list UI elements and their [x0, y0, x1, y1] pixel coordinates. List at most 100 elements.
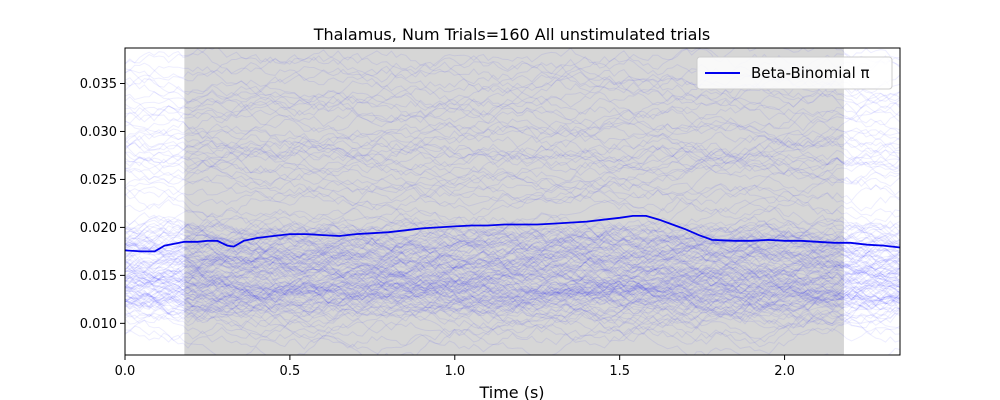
trial-line: [125, 255, 900, 293]
trial-line: [125, 156, 900, 192]
trial-line: [125, 222, 900, 262]
trial-line: [125, 65, 900, 110]
trial-line: [125, 133, 900, 177]
trial-line: [125, 175, 900, 207]
trial-line: [125, 217, 900, 252]
trial-line: [125, 303, 900, 339]
trial-line: [125, 198, 900, 238]
trial-line: [125, 243, 900, 289]
trial-line: [125, 283, 900, 322]
trial-line: [125, 73, 900, 110]
trial-line: [125, 309, 900, 355]
trial-line: [125, 260, 900, 305]
trial-line: [125, 94, 900, 133]
trial-line: [125, 227, 900, 271]
trial-line: [125, 277, 900, 315]
trial-line: [125, 270, 900, 307]
legend-label: Beta-Binomial π: [751, 64, 870, 82]
trial-line: [125, 238, 900, 266]
trial-line: [125, 258, 900, 301]
trial-line: [125, 271, 900, 319]
trial-line: [125, 118, 900, 155]
axes-frame: [124, 47, 901, 356]
trial-line: [125, 297, 900, 349]
trial-line: [125, 121, 900, 171]
x-tick-label: 0.0: [115, 364, 136, 379]
trial-line: [125, 201, 900, 251]
trial-line: [125, 319, 900, 355]
x-tick-label: 2.0: [774, 364, 795, 379]
trial-line: [125, 253, 900, 291]
trial-line: [125, 177, 900, 212]
trial-line: [125, 48, 900, 83]
trial-line: [125, 276, 900, 313]
trial-line: [125, 231, 900, 280]
trial-line: [125, 284, 900, 317]
trial-line: [125, 281, 900, 324]
trial-line: [125, 279, 900, 330]
trial-line: [125, 263, 900, 304]
trial-line: [125, 288, 900, 322]
trial-line: [125, 254, 900, 288]
trial-line: [125, 264, 900, 303]
trial-line: [125, 267, 900, 311]
y-tick-label: 0.015: [80, 269, 117, 284]
x-axis: 0.0 0.5 1.0 1.5 2.0: [115, 355, 795, 379]
trial-line: [125, 162, 900, 209]
trial-line: [125, 252, 900, 301]
trial-line: [125, 247, 900, 285]
trial-line: [125, 95, 900, 133]
trial-line: [125, 216, 900, 262]
trial-line: [125, 282, 900, 324]
trial-line: [125, 315, 900, 355]
trial-line: [125, 274, 900, 321]
trial-line: [125, 223, 900, 270]
trial-line: [125, 126, 900, 165]
trial-line: [125, 150, 900, 184]
trial-line: [125, 250, 900, 289]
mean-line: [124, 214, 901, 253]
trial-line: [125, 238, 900, 289]
trial-line: [125, 274, 900, 314]
trial-line: [125, 219, 900, 250]
trial-line: [125, 130, 900, 174]
x-tick-label: 1.0: [444, 364, 465, 379]
trial-line: [125, 264, 900, 306]
trial-line: [125, 251, 900, 293]
x-tick-label: 1.5: [609, 364, 630, 379]
trial-line: [125, 261, 900, 313]
trial-line: [125, 249, 900, 286]
trial-line: [125, 270, 900, 316]
trial-line: [125, 269, 900, 314]
trial-line: [125, 239, 900, 281]
shaded-region: [184, 48, 844, 355]
trial-line: [125, 324, 900, 355]
trial-line: [125, 91, 900, 139]
trial-line: [125, 274, 900, 309]
trial-line: [125, 262, 900, 305]
legend: Beta-Binomial π: [696, 56, 893, 90]
trial-line: [125, 241, 900, 290]
trial-line: [125, 285, 900, 329]
trial-line: [125, 271, 900, 315]
trial-line: [125, 108, 900, 153]
trial-line: [125, 117, 900, 155]
trial-line: [125, 241, 900, 279]
trial-line: [125, 273, 900, 315]
trial-line: [125, 129, 900, 165]
trial-line: [125, 266, 900, 300]
trial-line: [125, 221, 900, 253]
trial-line: [125, 183, 900, 229]
trial-line: [125, 262, 900, 303]
trial-line: [125, 228, 900, 277]
y-tick-label: 0.010: [80, 317, 117, 332]
trial-line: [125, 290, 900, 330]
trial-line: [125, 136, 900, 169]
trial-line: [125, 254, 900, 303]
trial-line: [125, 258, 900, 293]
trial-line: [125, 199, 900, 250]
trial-line: [125, 168, 900, 218]
trial-line: [125, 113, 900, 162]
trial-line: [125, 232, 900, 278]
trial-line: [125, 241, 900, 279]
